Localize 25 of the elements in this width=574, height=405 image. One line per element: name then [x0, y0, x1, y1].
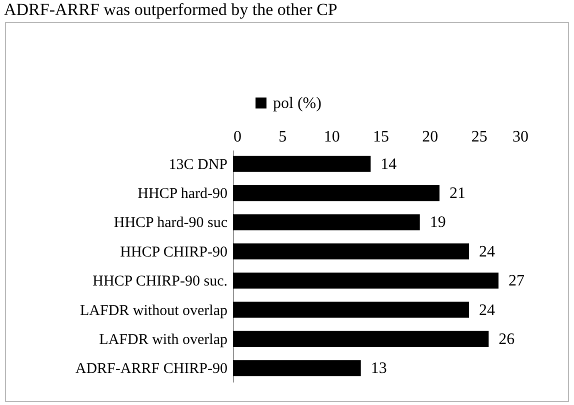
text: ADRF-ARRF was outperformed by the other CP: [4, 0, 338, 20]
x-tick-label: 5: [278, 128, 287, 146]
x-tick-label: 25: [471, 128, 488, 146]
x-tick-label: 0: [234, 128, 242, 146]
data-label: 24: [479, 243, 495, 260]
x-tick-label: 15: [373, 128, 389, 146]
x-tick-label: 30: [512, 128, 528, 146]
data-label: 19: [430, 214, 446, 232]
y-tick-label: HHCP hard-90 suc: [114, 215, 228, 232]
data-label: 13: [370, 360, 387, 378]
y-tick-label: HHCP CHIRP-90: [120, 244, 228, 260]
y-tick-label: HHCP CHIRP-90 suc.: [92, 274, 228, 290]
data-label: 14: [380, 156, 397, 173]
data-label: 24: [479, 302, 495, 319]
y-tick-label: LAFDR without overlap: [80, 302, 228, 319]
data-label: 27: [508, 272, 524, 290]
legend-label: pol (%): [273, 95, 322, 112]
y-tick-label: 13C DNP: [168, 156, 228, 173]
y-tick-label: LAFDR with overlap: [99, 332, 228, 348]
x-tick-label: 10: [324, 128, 340, 146]
x-tick-label: 20: [422, 128, 438, 146]
data-label: 26: [498, 330, 515, 348]
y-tick-label: ADRF-ARRF CHIRP-90: [75, 361, 228, 378]
y-tick-label: HHCP hard-90: [138, 186, 228, 202]
data-label: 21: [450, 185, 466, 202]
